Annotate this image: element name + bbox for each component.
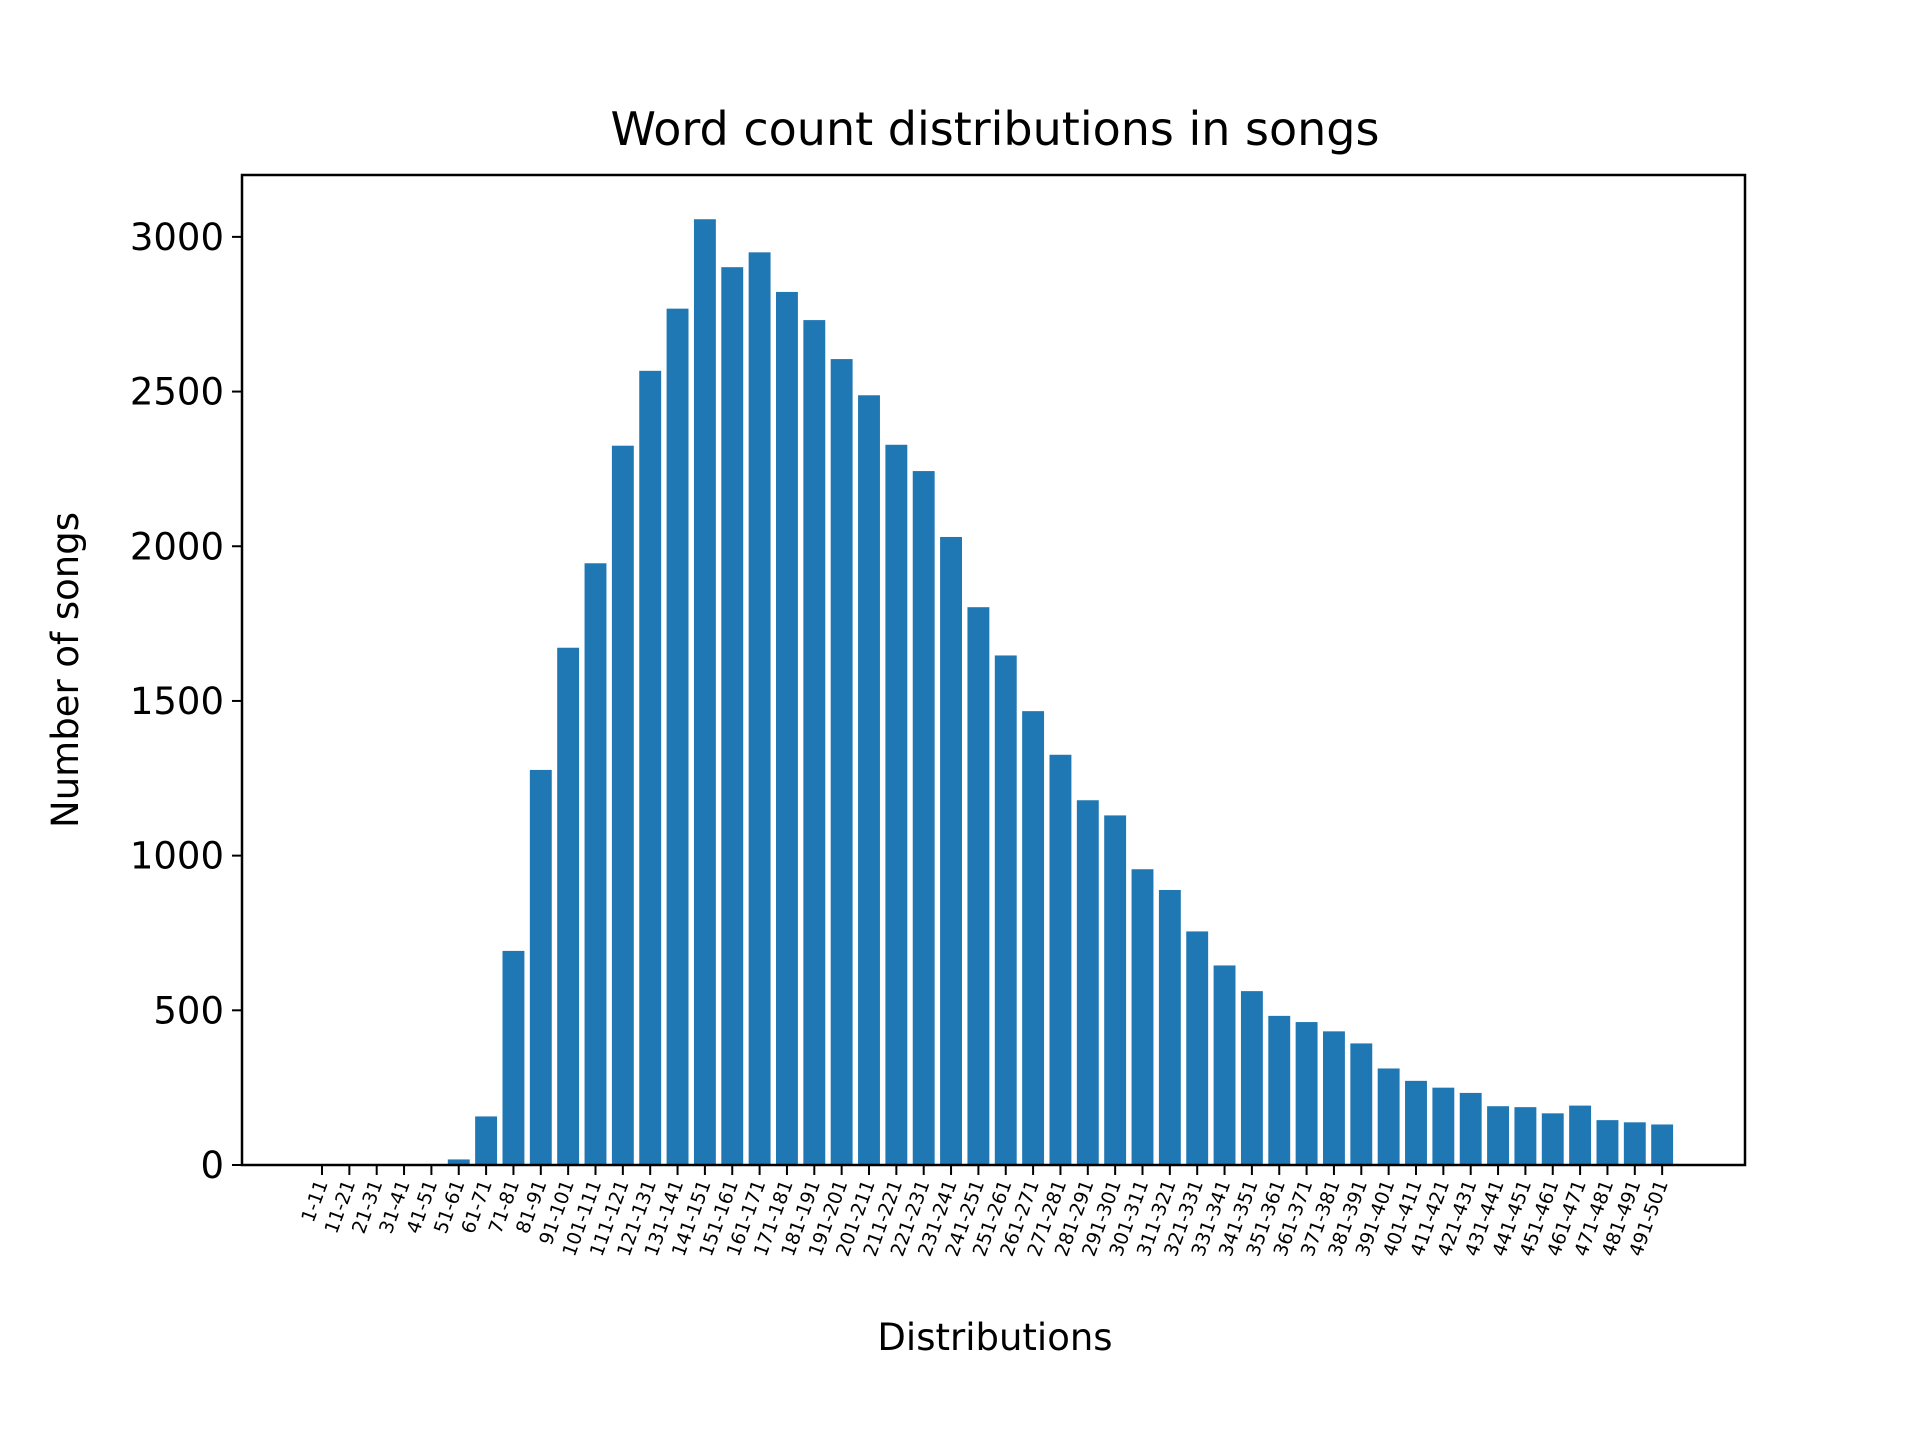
chart-title: Word count distributions in songs <box>611 102 1380 156</box>
bar-481-491 <box>1623 1122 1646 1165</box>
bar-431-441 <box>1487 1106 1509 1165</box>
bar-341-351 <box>1240 991 1263 1165</box>
bar-51-61 <box>447 1159 470 1165</box>
bar-91-101 <box>557 647 580 1165</box>
bar-231-241 <box>940 536 962 1165</box>
y-tick-label: 1500 <box>130 680 224 723</box>
bar-411-421 <box>1432 1087 1455 1165</box>
bar-61-71 <box>475 1116 498 1165</box>
bars-group <box>420 219 1674 1166</box>
bar-381-391 <box>1350 1043 1373 1165</box>
bar-71-81 <box>502 950 525 1165</box>
bar-451-461 <box>1541 1113 1564 1165</box>
bar-131-141 <box>666 308 689 1165</box>
bar-151-161 <box>721 267 744 1165</box>
bar-121-131 <box>639 370 662 1166</box>
bar-111-121 <box>611 445 634 1165</box>
y-axis-ticks: 0 500 1000 1500 2000 2500 3000 <box>130 216 242 1187</box>
bar-251-261 <box>994 655 1017 1165</box>
bar-191-201 <box>830 359 853 1166</box>
x-axis-ticks: 1-1111-2121-3131-4141-5151-6161-7171-818… <box>297 1165 1673 1259</box>
y-axis-label: Number of songs <box>44 512 87 828</box>
bar-241-251 <box>967 607 990 1165</box>
bar-351-361 <box>1268 1015 1291 1165</box>
bar-181-191 <box>803 320 826 1166</box>
bar-311-321 <box>1158 889 1181 1165</box>
bar-291-301 <box>1104 815 1127 1165</box>
bar-301-311 <box>1131 869 1154 1165</box>
bar-441-451 <box>1514 1107 1537 1165</box>
bar-261-271 <box>1022 711 1045 1165</box>
y-tick-label: 2500 <box>130 371 224 414</box>
bar-401-411 <box>1405 1080 1427 1165</box>
bar-221-231 <box>912 471 935 1165</box>
y-tick-label: 3000 <box>130 216 224 259</box>
plot-frame <box>240 173 1747 1167</box>
bar-491-501 <box>1651 1124 1674 1165</box>
y-tick-label: 1000 <box>130 835 224 878</box>
bar-81-91 <box>529 769 552 1165</box>
bar-161-171 <box>748 252 771 1166</box>
bar-281-291 <box>1076 800 1099 1165</box>
bar-201-211 <box>858 395 880 1165</box>
bar-391-401 <box>1377 1068 1400 1165</box>
bar-321-331 <box>1186 931 1209 1165</box>
x-axis-label: Distributions <box>877 1316 1112 1359</box>
bar-211-221 <box>885 444 908 1165</box>
bar-271-281 <box>1049 754 1072 1165</box>
bar-171-181 <box>776 291 798 1165</box>
bar-371-381 <box>1323 1031 1345 1165</box>
bar-101-111 <box>584 563 607 1165</box>
bar-361-371 <box>1295 1022 1318 1165</box>
bar-471-481 <box>1596 1120 1619 1165</box>
bar-331-341 <box>1213 965 1236 1165</box>
y-tick-label: 2000 <box>130 525 224 568</box>
bar-421-431 <box>1459 1092 1482 1165</box>
y-tick-label: 500 <box>153 989 224 1032</box>
bar-461-471 <box>1569 1105 1592 1165</box>
y-tick-label: 0 <box>200 1144 224 1187</box>
bar-141-151 <box>693 219 716 1166</box>
